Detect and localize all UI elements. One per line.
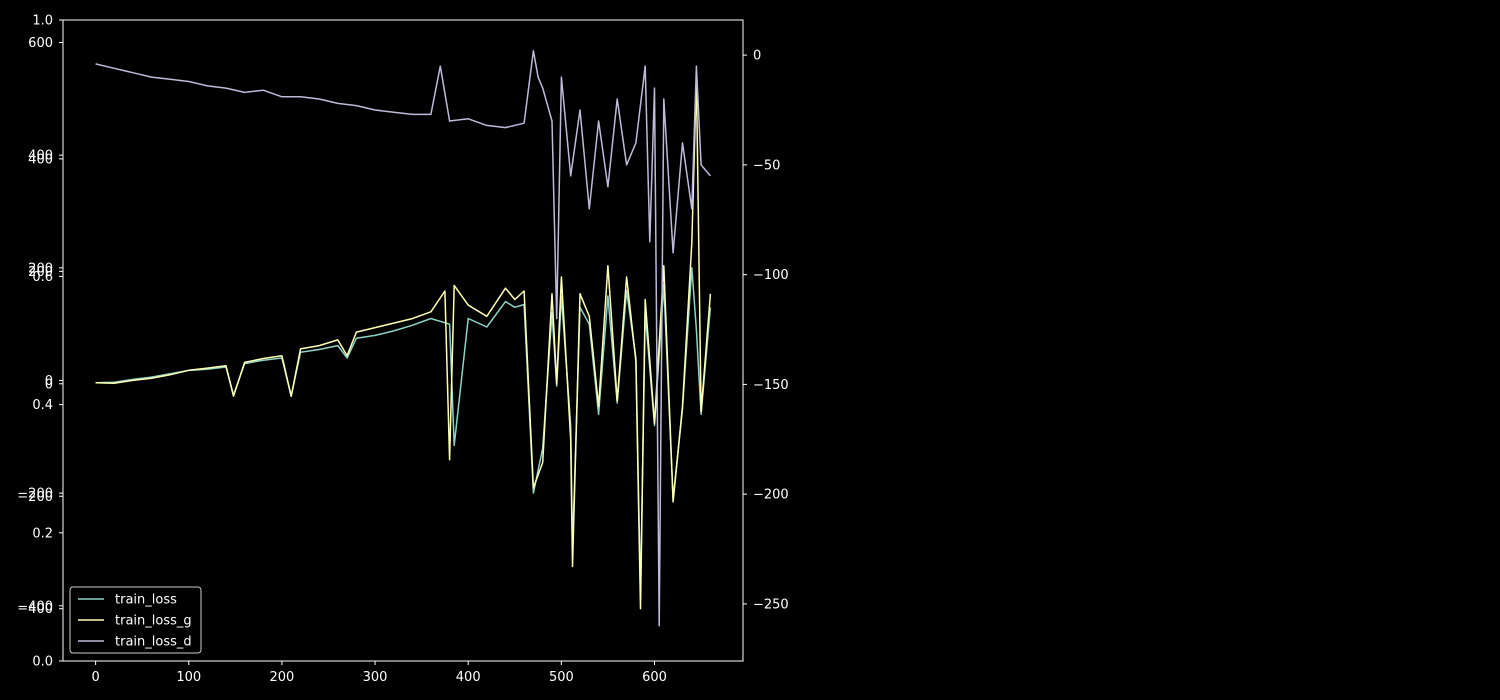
y-tick-label-left_frac: 0.4 [32,398,53,413]
legend-label-train_loss: train_loss [115,593,177,608]
y-tick-label-left_frac: 0.2 [32,526,53,541]
x-tick-label: 400 [456,670,481,685]
x-tick-label: 100 [176,670,201,685]
y-tick-label-left_a: −200 [17,487,53,502]
y-right-tick-label: −150 [753,378,789,393]
x-tick-label: 500 [549,670,574,685]
y-tick-label-left_a: −400 [17,599,53,614]
x-tick-label: 300 [363,670,388,685]
y-tick-label-left_b: 0 [45,377,53,392]
y-tick-label-left_b: 400 [28,152,53,167]
y-tick-label-left_a: 400 [28,149,53,164]
y-tick-label-left_a: 200 [28,261,53,276]
y-right-tick-label: −250 [753,597,789,612]
y-tick-label-left_frac: 1.0 [32,14,53,29]
series-lines [95,49,712,627]
y-tick-label-left_frac: 0.6 [32,270,53,285]
series-line-train_loss_g [95,76,712,610]
y-right-tick-label: −200 [753,488,789,503]
y-tick-label-left_a: 600 [28,36,53,51]
y-right-tick-label: 0 [753,49,761,64]
axes: 0 100 200 300 400 500 600 0.0 0.2 0.4 0.6 1.0 −400 −2… [17,14,788,686]
series-line-train_loss_d [95,49,711,627]
plot-frame [62,19,744,662]
legend-box [69,586,202,654]
y-tick-label-left_b: −200 [17,490,53,505]
y-tick-label-left_b: −400 [17,602,53,617]
legend-label-train_loss_g: train_loss_g [115,614,192,629]
y-right-tick-label: −50 [753,158,780,173]
y-right-tick-label: −100 [753,268,789,283]
legend-label-train_loss_d: train_loss_d [115,635,192,650]
legend: train_loss train_loss_g train_loss_d [69,586,202,654]
y-tick-label-left_b: 200 [28,265,53,280]
y-tick-label-left_frac: 0.0 [32,655,53,670]
x-tick-label: 600 [642,670,667,685]
x-tick-label: 200 [269,670,294,685]
y-tick-label-left_a: 0 [45,374,53,389]
x-tick-label: 0 [91,670,99,685]
